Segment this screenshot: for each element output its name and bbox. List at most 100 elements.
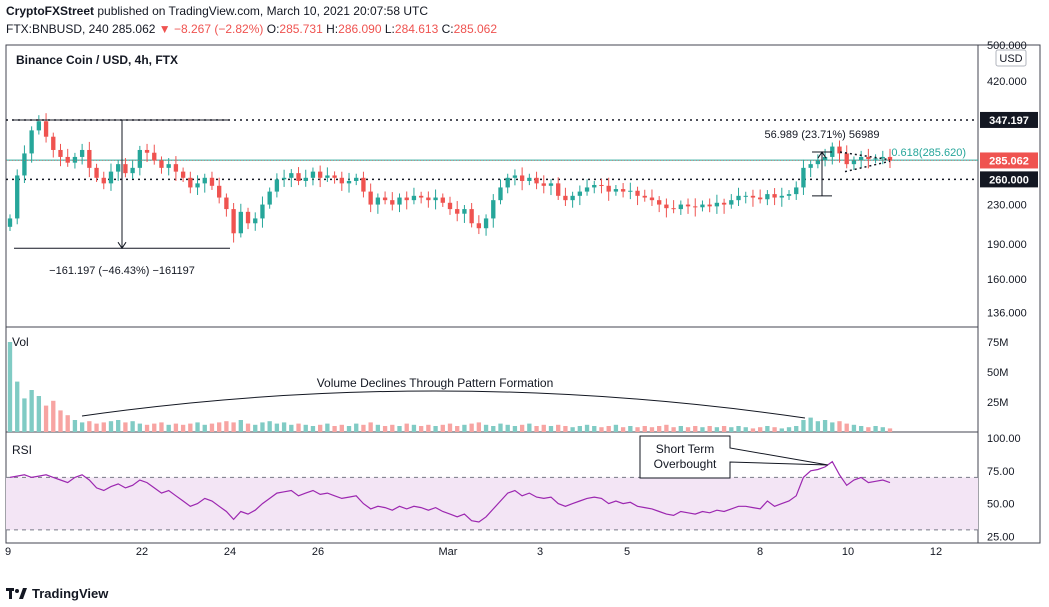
volume-bar	[217, 422, 222, 432]
candle-body	[7, 218, 13, 227]
measure-left-arrowhead	[117, 241, 127, 250]
candle-body	[556, 183, 561, 196]
volume-bar	[563, 426, 568, 432]
chart-title: Binance Coin / USD, 4h, FTX	[16, 53, 178, 67]
volume-bar	[426, 424, 431, 432]
volume-bar	[231, 422, 236, 432]
volume-bar	[628, 426, 633, 432]
time-tick-label: 12	[930, 546, 942, 558]
publisher-name[interactable]: CryptoFXStreet	[6, 4, 95, 18]
time-tick-label: 8	[757, 546, 763, 558]
volume-bar	[180, 424, 186, 432]
candle-body	[72, 156, 78, 163]
publish-info: CryptoFXStreet published on TradingView.…	[6, 4, 428, 18]
candle-body	[411, 195, 417, 201]
resistance-level-label: 347.197	[989, 115, 1029, 127]
volume-bar	[51, 400, 56, 432]
candle-body	[750, 195, 756, 198]
candle-body	[433, 197, 438, 201]
candle-body	[534, 177, 539, 184]
volume-bar	[296, 423, 301, 432]
candle-body	[274, 179, 280, 192]
volume-bar	[592, 426, 597, 432]
candle-body	[289, 173, 294, 178]
close-value: 285.062	[453, 22, 498, 36]
last-price-label: 285.062	[989, 155, 1029, 167]
volume-bar	[130, 421, 135, 432]
volume-bar	[534, 426, 539, 432]
candle-body	[94, 167, 99, 178]
volume-bar	[224, 421, 229, 432]
volume-bar	[418, 426, 424, 432]
last-price-header: 285.062	[112, 22, 156, 36]
candle-body	[671, 208, 676, 210]
volume-bar	[858, 426, 864, 432]
time-tick-label: 5	[624, 546, 630, 558]
volume-bar	[758, 427, 763, 432]
price-tick-label: 190.000	[987, 239, 1027, 251]
candle-body	[404, 197, 409, 201]
volume-bar	[253, 424, 258, 432]
candle-body	[729, 200, 734, 205]
volume-tick-label: 25M	[987, 397, 1008, 409]
rsi-tick-label: 25.00	[987, 531, 1015, 543]
rsi-label: RSI	[12, 443, 32, 457]
volume-bar	[137, 423, 142, 432]
volume-bar	[765, 426, 770, 432]
volume-bar	[577, 426, 582, 432]
candle-body	[822, 156, 828, 161]
candle-body	[354, 177, 359, 181]
candle-body	[79, 149, 85, 157]
volume-bar	[620, 427, 626, 432]
candle-body	[491, 200, 496, 219]
volume-bar	[736, 426, 741, 432]
volume-bar	[310, 426, 316, 432]
volume-bar	[873, 426, 878, 432]
volume-bar	[599, 427, 604, 432]
volume-bar	[794, 426, 799, 432]
support-level-badge	[980, 171, 1038, 188]
volume-bar	[707, 426, 712, 432]
candle-body	[245, 211, 251, 224]
candle-body	[123, 164, 128, 174]
volume-bar	[462, 424, 467, 432]
price-tick-label: 160.000	[987, 274, 1027, 286]
currency-badge	[995, 49, 1027, 67]
candle-body	[851, 160, 857, 165]
volume-bar	[433, 426, 438, 432]
volume-bar	[801, 420, 806, 432]
volume-bar	[325, 423, 330, 432]
high-value: 286.090	[338, 22, 382, 36]
candle-body	[772, 194, 777, 198]
volume-bar	[339, 424, 344, 432]
footer-brand[interactable]: TradingView	[32, 586, 109, 601]
candle-body	[267, 191, 272, 205]
candle-body	[887, 156, 893, 161]
volume-bar	[447, 423, 453, 432]
volume-bar	[844, 423, 849, 432]
volume-bar	[404, 423, 409, 432]
candle-body	[635, 190, 640, 196]
volume-bar	[318, 424, 323, 432]
candle-body	[707, 204, 712, 207]
candle-body	[808, 164, 813, 168]
rsi-tick-label: 100.00	[987, 433, 1021, 445]
open-label: O:	[266, 22, 280, 36]
time-tick-label: 22	[136, 546, 148, 558]
close-label: C:	[441, 22, 454, 36]
candle-body	[87, 149, 92, 168]
resistance-level-badge	[980, 111, 1038, 128]
volume-bar	[58, 410, 63, 432]
volume-bar	[671, 427, 676, 432]
candle-body	[303, 177, 308, 181]
price-tick-label: 420.000	[987, 76, 1027, 88]
measure-right-label: 56.989 (23.71%) 56989	[765, 129, 880, 141]
volume-bar	[721, 426, 727, 432]
volume-bar	[382, 426, 388, 432]
candle-body	[209, 177, 215, 186]
candle-body	[512, 175, 518, 178]
time-tick-label: 9	[5, 546, 11, 558]
volume-bar	[123, 422, 128, 432]
volume-bar	[541, 424, 546, 432]
